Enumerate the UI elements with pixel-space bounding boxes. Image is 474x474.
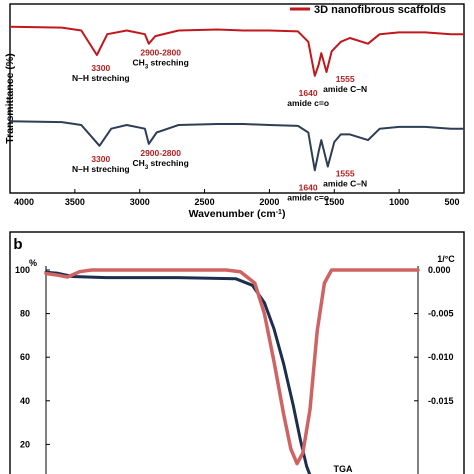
tga-right-tick-label: -0.005 [428,309,454,319]
ftir-peak-value-2: 2900-2800 [140,48,181,58]
ftir-x-tick-label: 2000 [259,197,279,207]
ftir-peak-value-4: 1555 [336,74,355,84]
ftir-peak-label-5: N–H streching [72,164,130,174]
ftir-series-line-2 [9,120,464,172]
tga-plot-frame [9,231,465,474]
tga-series-line-2 [44,268,420,466]
ftir-legend-label: 3D nanofibrous scaffolds [314,4,446,16]
ftir-x-tick-label: 2500 [195,197,215,207]
tga-left-tick-label: 80 [20,309,30,319]
ftir-peak-label-6: CH3 streching [133,158,189,171]
tga-right-tick-label: 0.000 [428,265,451,275]
ftir-peak-label-8: amide C–N [323,179,367,189]
ftir-x-tick-label: 3000 [130,197,150,207]
ftir-x-tick-label: 500 [444,197,459,207]
tga-right-tick-label: -0.015 [428,396,454,406]
ftir-peak-value-1: 3300 [91,63,110,73]
ftir-x-tick-label: 1000 [389,197,409,207]
ftir-y-axis-title: Transmittance (%) [4,53,16,143]
ftir-peak-label-2: CH3 streching [133,58,189,71]
ftir-peak-label-3: amide c=o [287,98,329,108]
ftir-peak-value-3: 1640 [299,88,318,98]
ftir-x-tick-label: 1500 [324,197,344,207]
tga-right-tick-label: -0.010 [428,352,454,362]
tga-series-line-1 [44,270,312,474]
ftir-series-line-1 [9,25,464,77]
tga-curve-label: TGA [334,464,353,474]
ftir-x-tick-label: 3500 [65,197,85,207]
ftir-peak-value-7: 1640 [299,182,318,192]
ftir-peak-label-7: amide c=o [287,192,329,202]
tga-left-tick-label: 100 [15,265,30,275]
ftir-plot-frame [9,3,465,194]
ftir-peak-label-1: N–H streching [72,73,130,83]
tga-right-unit: 1/°C [437,254,455,264]
tga-left-tick-label: 40 [20,396,30,406]
tga-left-tick-label: 20 [20,439,30,449]
tga-left-unit: % [29,258,37,268]
ftir-peak-value-8: 1555 [336,169,355,179]
ftir-peak-value-6: 2900-2800 [140,148,181,158]
panel-b-label: b [13,236,22,253]
ftir-peak-value-5: 3300 [91,154,110,164]
ftir-x-tick-label: 4000 [14,197,34,207]
tga-left-tick-label: 60 [20,352,30,362]
ftir-x-axis-title: Wavenumber (cm-1) [189,208,286,220]
ftir-peak-label-4: amide C–N [323,84,367,94]
